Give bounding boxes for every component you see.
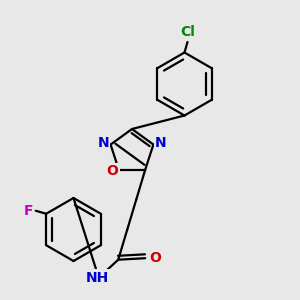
Text: Cl: Cl xyxy=(180,25,195,38)
Text: N: N xyxy=(155,136,167,150)
Text: N: N xyxy=(97,136,109,150)
Text: NH: NH xyxy=(85,271,109,285)
Text: F: F xyxy=(23,204,33,218)
Text: O: O xyxy=(149,251,161,265)
Text: O: O xyxy=(106,164,118,178)
